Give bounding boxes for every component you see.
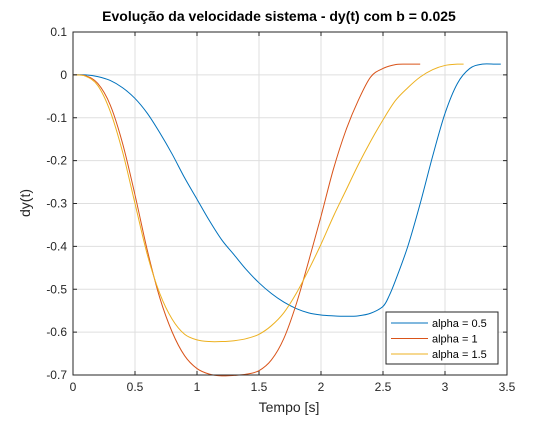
y-tick-label: -0.2 (46, 154, 67, 168)
y-tick-labels: -0.7 -0.6 -0.5 -0.4 -0.3 -0.2 -0.1 0 0.1 (46, 25, 67, 382)
x-tick-label: 0.5 (127, 380, 144, 394)
y-tick-label: -0.7 (46, 368, 67, 382)
x-axis-label: Tempo [s] (259, 399, 320, 415)
x-tick-labels: 0 0.5 1 1.5 2 2.5 3 3.5 (70, 380, 516, 394)
legend: alpha = 0.5 alpha = 1 alpha = 1.5 (385, 311, 499, 365)
x-tick-label: 3.5 (499, 380, 516, 394)
series-layer (72, 63, 501, 377)
y-axis-label: dy(t) (17, 189, 33, 217)
x-tick-label: 1.5 (251, 380, 268, 394)
y-tick-label: 0 (60, 68, 67, 82)
y-tick-label: -0.4 (46, 239, 67, 253)
legend-label: alpha = 1 (432, 334, 478, 346)
x-tick-label: 3 (442, 380, 449, 394)
chart-title: Evolução da velocidade sistema - dy(t) c… (102, 8, 456, 24)
series-line-3 (72, 63, 464, 343)
x-tick-label: 0 (70, 380, 77, 394)
axis-ticks (72, 31, 508, 376)
legend-label: alpha = 0.5 (432, 318, 487, 330)
y-tick-label: -0.1 (46, 111, 67, 125)
y-tick-label: -0.6 (46, 325, 67, 339)
y-tick-label: -0.3 (46, 197, 67, 211)
y-tick-label: 0.1 (50, 25, 67, 39)
x-tick-label: 1 (194, 380, 201, 394)
series-line-2 (72, 63, 421, 377)
x-tick-label: 2.5 (375, 380, 392, 394)
legend-label: alpha = 1.5 (432, 349, 487, 361)
series-line-1 (72, 63, 501, 317)
y-tick-label: -0.5 (46, 282, 67, 296)
x-tick-label: 2 (318, 380, 325, 394)
